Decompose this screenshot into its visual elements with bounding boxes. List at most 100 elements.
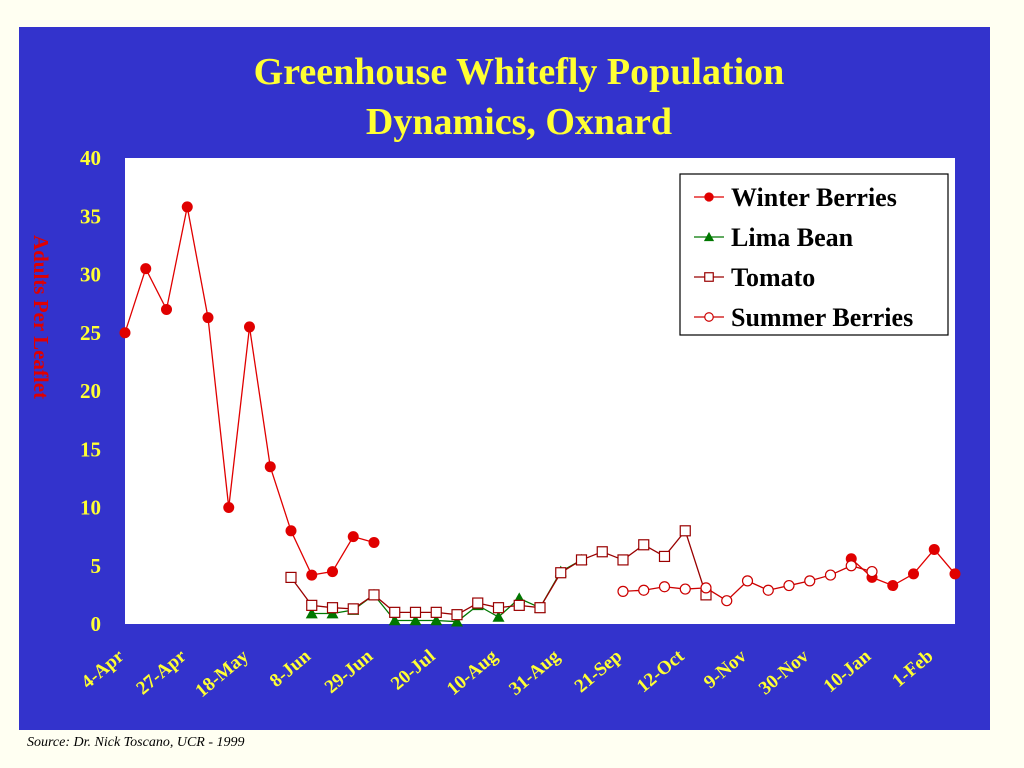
winter-berries-point bbox=[908, 568, 919, 580]
tomato-point bbox=[575, 554, 588, 566]
summer-berries-point bbox=[866, 565, 878, 578]
lima-bean-point bbox=[388, 614, 401, 626]
y-tick-label: 35 bbox=[80, 204, 101, 228]
summer-berries-point bbox=[741, 575, 754, 587]
winter-berries-point bbox=[161, 303, 172, 315]
winter-berries-point bbox=[244, 321, 255, 333]
x-tick-label: 20-Jul bbox=[387, 646, 439, 695]
legend-item: Summer Berries bbox=[694, 303, 913, 332]
summer-berries-point bbox=[721, 595, 733, 607]
legend-label: Winter Berries bbox=[731, 183, 897, 212]
legend-item: Tomato bbox=[694, 263, 815, 292]
legend-item: Winter Berries bbox=[694, 183, 897, 212]
winter-berries-point bbox=[949, 568, 961, 580]
tomato-point bbox=[326, 602, 339, 614]
legend: Winter Berries Lima Bean Tomato Summer Berr… bbox=[679, 173, 949, 336]
chart-title-line-2: Dynamics, Oxnard bbox=[366, 101, 672, 143]
y-tick-label: 20 bbox=[80, 379, 101, 403]
lima-bean-point bbox=[409, 614, 422, 626]
legend-label: Lima Bean bbox=[731, 223, 854, 252]
legend-label: Summer Berries bbox=[731, 303, 913, 332]
chart: Greenhouse Whitefly Population Dynamics,… bbox=[29, 51, 961, 702]
winter-berries-point bbox=[202, 312, 214, 324]
x-tick-label: 4-Apr bbox=[78, 645, 129, 693]
winter-berries-point bbox=[306, 569, 318, 581]
slide-panel: Greenhouse Whitefly Population Dynamics,… bbox=[19, 27, 990, 730]
summer-berries-point bbox=[783, 579, 795, 592]
tomato-point bbox=[389, 606, 401, 618]
series-summer-berries bbox=[617, 560, 878, 607]
lima-bean-point bbox=[305, 607, 318, 619]
winter-berries-point bbox=[264, 461, 276, 473]
y-tick-label: 15 bbox=[80, 437, 101, 461]
source-note: Source: Dr. Nick Toscano, UCR - 1999 bbox=[27, 735, 245, 750]
x-tick-label: 30-Nov bbox=[755, 645, 813, 699]
y-tick-label: 30 bbox=[80, 263, 101, 287]
summer-berries-point bbox=[679, 583, 691, 595]
summer-berries-point bbox=[638, 584, 650, 596]
tomato-point bbox=[451, 609, 463, 621]
x-tick-label: 10-Aug bbox=[443, 645, 502, 699]
tomato-point bbox=[368, 589, 380, 601]
y-axis-title: Adults Per Leaflet bbox=[29, 235, 53, 399]
x-tick-label: 10-Jan bbox=[820, 645, 876, 697]
x-tick-label: 27-Apr bbox=[132, 645, 190, 699]
winter-berries-point bbox=[140, 263, 152, 275]
tomato-point bbox=[430, 606, 442, 618]
series-tomato bbox=[285, 525, 712, 621]
x-tick-label: 12-Oct bbox=[633, 645, 689, 697]
summer-berries-point bbox=[658, 581, 671, 593]
tomato-point bbox=[555, 567, 567, 579]
y-tick-label: 10 bbox=[80, 496, 101, 520]
x-tick-label: 21-Sep bbox=[571, 646, 627, 697]
winter-berries-point bbox=[223, 502, 235, 513]
y-tick-label: 40 bbox=[80, 146, 101, 170]
legend-marker bbox=[704, 272, 714, 282]
legend-marker bbox=[704, 312, 714, 322]
winter-berries-point bbox=[928, 543, 940, 555]
x-tick-label: 9-Nov bbox=[700, 645, 751, 693]
tomato-point bbox=[596, 546, 608, 558]
summer-berries-point bbox=[845, 560, 857, 572]
y-tick-labels: 0 5 10 15 20 25 30 35 40 bbox=[80, 146, 101, 636]
summer-berries-point bbox=[762, 584, 774, 596]
series-layer bbox=[119, 201, 961, 627]
winter-berries-point bbox=[119, 327, 131, 339]
tomato-point bbox=[638, 539, 650, 551]
winter-berries-point bbox=[347, 531, 359, 543]
x-tick-label: 31-Aug bbox=[505, 645, 564, 699]
summer-berries-point bbox=[824, 569, 837, 581]
winter-berries-point bbox=[285, 525, 297, 537]
tomato-point bbox=[472, 597, 484, 609]
summer-berries-point bbox=[804, 575, 816, 587]
tomato-point bbox=[679, 525, 691, 537]
tomato-point bbox=[513, 599, 525, 611]
summer-berries-point bbox=[700, 582, 712, 594]
legend-label: Tomato bbox=[731, 263, 815, 292]
x-tick-label: 18-May bbox=[192, 645, 254, 701]
chart-title-line-1: Greenhouse Whitefly Population bbox=[254, 51, 785, 93]
tomato-point bbox=[285, 571, 297, 584]
y-tick-label: 0 bbox=[91, 612, 102, 636]
x-tick-label: 8-Jun bbox=[266, 645, 315, 691]
legend-marker bbox=[703, 231, 715, 242]
legend-marker bbox=[704, 192, 714, 202]
x-tick-label: 29-Jun bbox=[321, 645, 378, 697]
summer-berries-point bbox=[617, 585, 629, 597]
legend-item: Lima Bean bbox=[694, 223, 854, 252]
winter-berries-point bbox=[368, 536, 380, 548]
legend-box bbox=[679, 173, 949, 336]
winter-berries-point bbox=[181, 201, 193, 213]
tomato-point bbox=[492, 602, 505, 614]
tomato-point bbox=[409, 606, 422, 618]
x-tick-labels: 4-Apr 27-Apr 18-May 8-Jun 29-Jun 20-Jul 10-Aug… bbox=[78, 645, 938, 702]
winter-berries-point bbox=[327, 566, 338, 578]
tomato-point bbox=[347, 603, 359, 615]
tomato-point bbox=[617, 554, 629, 566]
tomato-point bbox=[534, 602, 546, 614]
tomato-point bbox=[658, 550, 671, 563]
y-tick-label: 25 bbox=[80, 321, 101, 345]
y-tick-label: 5 bbox=[91, 554, 102, 578]
x-tick-label: 1-Feb bbox=[888, 646, 937, 692]
series-winter-berries bbox=[119, 201, 961, 592]
